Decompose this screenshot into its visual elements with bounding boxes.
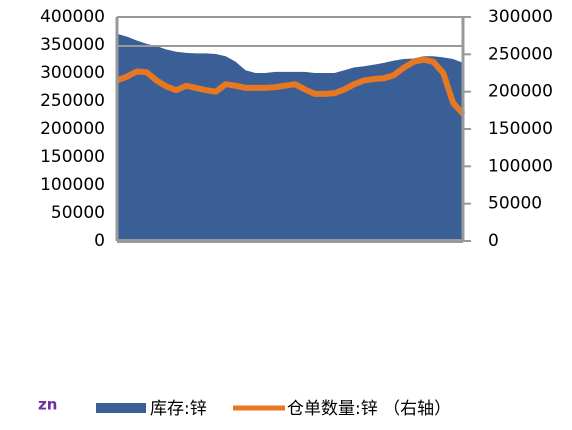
y-tick-label: 250000 [40,91,105,111]
y-tick-label: 350000 [40,35,105,55]
y-tick-label: 150000 [40,147,105,167]
y2-tick-label: 250000 [488,44,553,64]
y2-tick-label: 50000 [488,194,542,214]
legend-label: 仓单数量:锌 （右轴） [287,399,451,419]
legend-swatch [96,403,146,413]
y-tick-label: 50000 [51,203,105,223]
legend-label: 库存:锌 [150,399,207,419]
y2-tick-label: 0 [488,231,499,251]
area [117,33,463,241]
y-tick-label: 400000 [40,7,105,27]
annotation: zn [38,396,57,414]
line [115,56,466,117]
y2-tick-label: 100000 [488,156,553,176]
y-tick-label: 200000 [40,119,105,139]
y-tick-label: 100000 [40,175,105,195]
y-tick-label: 0 [94,231,105,251]
y2-tick-label: 200000 [488,82,553,102]
y2-tick-label: 300000 [488,7,553,27]
y2-tick-label: 150000 [488,119,553,139]
y-tick-label: 300000 [40,63,105,83]
